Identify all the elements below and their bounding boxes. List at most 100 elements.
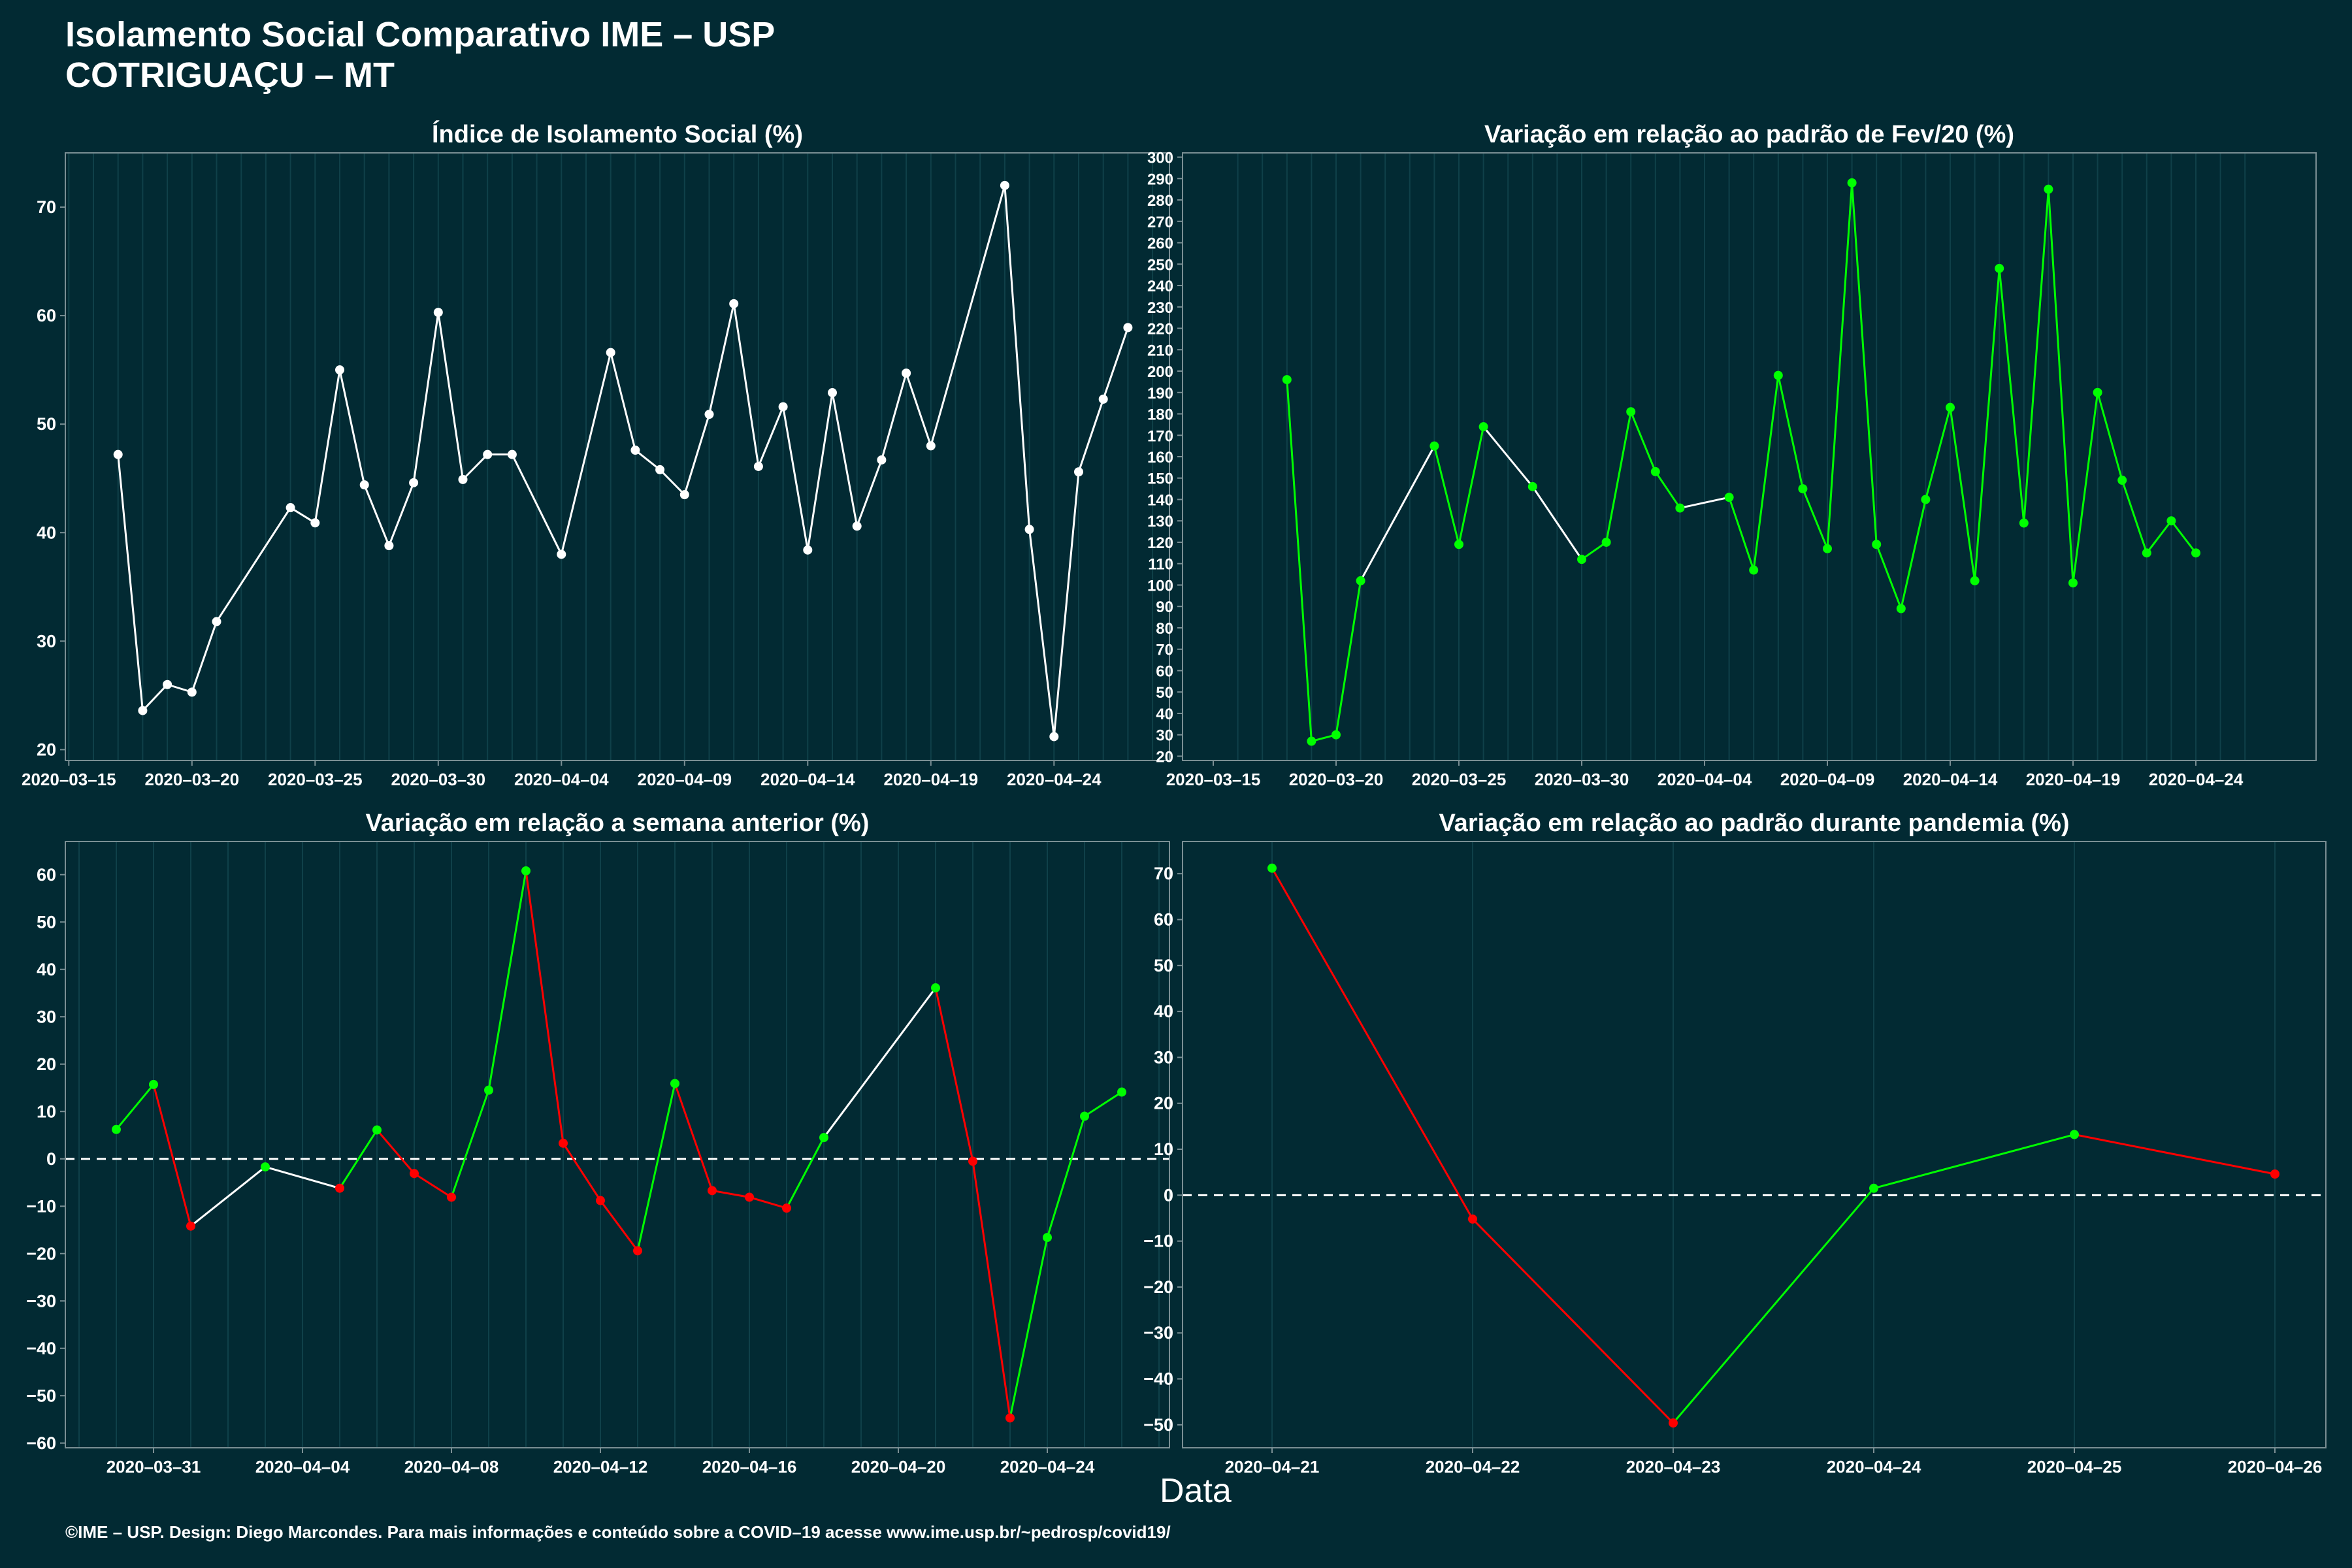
y-tick-label: 230 [1147, 299, 1173, 317]
panel-border-2 [1182, 152, 2317, 761]
x-tick-label: 2020–04–19 [883, 770, 978, 789]
series-segment [1271, 868, 1474, 1220]
data-point [1043, 1233, 1052, 1243]
series-segment [1949, 407, 1976, 581]
y-tick-label: 200 [1147, 363, 1173, 381]
y-tick-label: 50 [37, 912, 56, 932]
x-tick-label: 2020–04–09 [1780, 770, 1875, 789]
data-point [1454, 540, 1463, 549]
data-point [1468, 1214, 1477, 1224]
data-point [433, 308, 443, 318]
data-point [2270, 1169, 2279, 1179]
series-segment [823, 987, 937, 1139]
data-point [138, 706, 148, 715]
series-segment [412, 312, 440, 483]
x-tick-label: 2020–04–24 [1007, 770, 1102, 789]
series-segment [934, 987, 974, 1162]
series-segment [289, 506, 316, 524]
data-point [803, 545, 813, 555]
series-segment [462, 453, 489, 480]
series-segment [1581, 541, 1607, 561]
y-tick-label: 20 [37, 1054, 56, 1074]
y-tick-label: 220 [1147, 321, 1173, 338]
data-point [1331, 730, 1341, 740]
data-point [1577, 555, 1586, 564]
x-tick-label: 2020–04–24 [1827, 1457, 1921, 1477]
data-point [852, 521, 862, 531]
y-tick-label: −50 [1143, 1415, 1173, 1435]
y-tick-label: 270 [1147, 214, 1173, 231]
data-point [2093, 387, 2102, 397]
series-segment [1053, 472, 1080, 737]
data-point [968, 1156, 977, 1166]
y-tick-label: 90 [1156, 598, 1173, 616]
y-tick-label: −30 [1143, 1323, 1173, 1343]
series-segment [1458, 426, 1485, 545]
y-tick-label: 50 [1156, 684, 1173, 702]
data-point [1650, 466, 1660, 476]
series-segment [2023, 189, 2050, 523]
data-point [655, 465, 665, 474]
data-point [1869, 1183, 1878, 1193]
data-point [778, 402, 788, 412]
series-segment [2097, 392, 2123, 481]
series-segment [414, 1172, 452, 1198]
y-tick-label: −40 [26, 1339, 56, 1358]
y-tick-label: 240 [1147, 278, 1173, 295]
panel-border-4 [1182, 841, 2327, 1448]
data-point [753, 461, 763, 471]
data-point [484, 1085, 493, 1095]
data-point [359, 480, 369, 490]
panel-border-3 [65, 841, 1170, 1448]
data-point [1896, 604, 1906, 613]
series-segment [376, 1129, 416, 1175]
series-segment [1826, 182, 1854, 549]
y-tick-label: 60 [37, 865, 56, 885]
series-segment [683, 414, 710, 495]
main-title: Isolamento Social Comparativo IME – USP … [65, 14, 775, 95]
data-point [521, 866, 531, 875]
series-segment [880, 372, 907, 461]
y-tick-label: 250 [1147, 256, 1173, 274]
series-segment [782, 406, 809, 551]
series-segment [831, 392, 858, 527]
y-tick-label: 100 [1147, 577, 1173, 595]
x-tick-label: 2020–03–30 [1535, 770, 1629, 789]
y-tick-label: 260 [1147, 235, 1173, 253]
series-segment [749, 1196, 787, 1209]
series-segment [2074, 1134, 2276, 1175]
series-segment [1102, 327, 1129, 400]
series-segment [1433, 446, 1460, 545]
y-tick-label: 0 [46, 1149, 56, 1169]
data-point [149, 1079, 158, 1089]
data-point [1123, 323, 1133, 333]
data-point [1478, 422, 1488, 432]
y-tick-label: 130 [1147, 513, 1173, 531]
data-point [2019, 518, 2029, 528]
y-tick-label: −20 [26, 1244, 56, 1264]
series-segment [216, 507, 291, 623]
y-tick-label: 30 [37, 1007, 56, 1026]
data-point [1798, 484, 1808, 494]
series-segment [117, 454, 144, 711]
data-point [409, 478, 419, 487]
footer-credits: ©IME – USP. Design: Diego Marcondes. Par… [65, 1522, 1171, 1542]
data-point [1527, 482, 1537, 491]
x-tick-label: 2020–04–04 [514, 770, 609, 789]
y-tick-label: 290 [1147, 171, 1173, 188]
series-segment [1728, 497, 1755, 571]
data-point [458, 474, 468, 484]
y-tick-label: 50 [1154, 956, 1173, 975]
x-tick-label: 2020–04–16 [702, 1457, 797, 1477]
data-point [2070, 1130, 2079, 1139]
series-segment [2072, 392, 2099, 583]
data-point [630, 446, 640, 455]
data-point [606, 348, 615, 357]
series-segment [1531, 486, 1583, 561]
series-segment [806, 392, 834, 551]
series-segment [511, 454, 563, 555]
series-segment [363, 484, 390, 546]
x-tick-label: 2020–03–20 [144, 770, 239, 789]
x-axis-label: Data [1160, 1472, 1232, 1510]
y-tick-label: −40 [1143, 1369, 1173, 1389]
